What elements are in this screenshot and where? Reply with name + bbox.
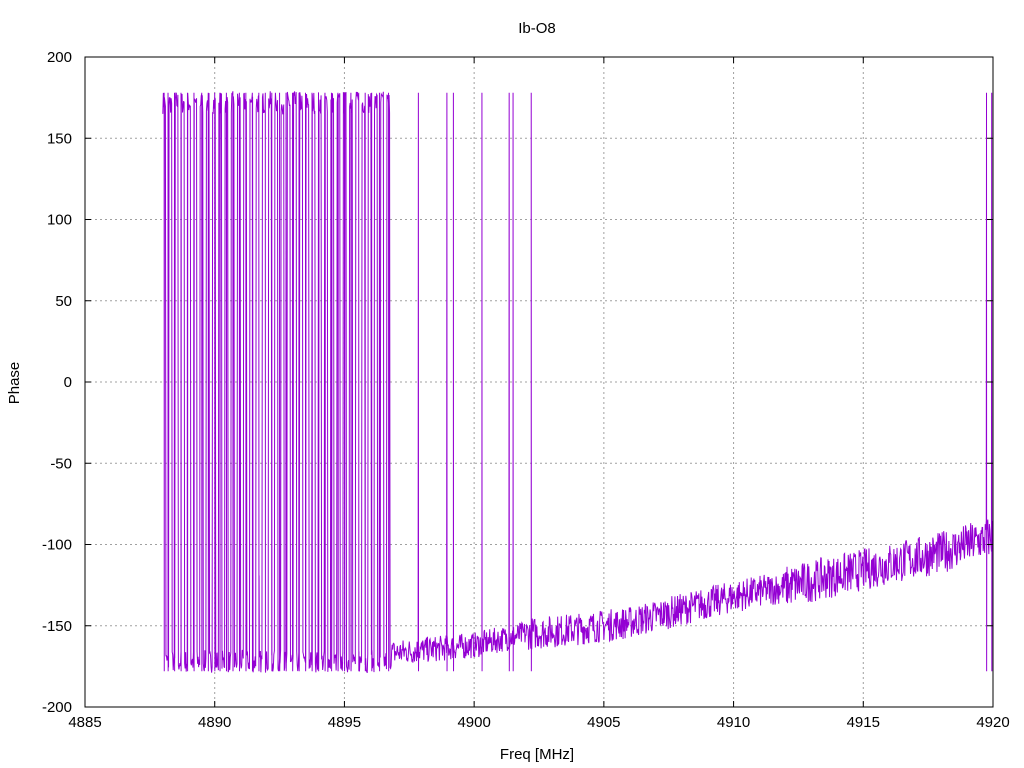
y-tick-label: 50: [55, 293, 72, 310]
x-tick-label: 4885: [68, 714, 101, 731]
x-tick-label: 4900: [457, 714, 490, 731]
y-tick-label: 150: [47, 130, 72, 147]
x-tick-label: 4895: [328, 714, 361, 731]
y-axis-label: Phase: [6, 362, 23, 405]
series-layer: [162, 91, 994, 674]
y-tick-label: 200: [47, 49, 72, 66]
tick-marks: [84, 56, 994, 708]
y-tick-label: -100: [42, 537, 72, 554]
x-tick-label: 4890: [198, 714, 231, 731]
y-tick-label: -50: [50, 455, 72, 472]
x-tick-label: 4920: [976, 714, 1009, 731]
y-tick-label: -200: [42, 699, 72, 716]
x-tick-label: 4910: [717, 714, 750, 731]
tick-labels: 4885 4890 4895 4900 4905 4910 4915 4920 -200 -150…: [42, 49, 1010, 731]
series-line-phase: [162, 91, 994, 674]
x-axis-label: Freq [MHz]: [500, 746, 574, 763]
chart-title: Ib-O8: [518, 20, 556, 37]
y-tick-label: 100: [47, 212, 72, 229]
y-tick-label: -150: [42, 618, 72, 635]
x-tick-label: 4915: [847, 714, 880, 731]
y-tick-label: 0: [64, 374, 72, 391]
x-tick-label: 4905: [587, 714, 620, 731]
